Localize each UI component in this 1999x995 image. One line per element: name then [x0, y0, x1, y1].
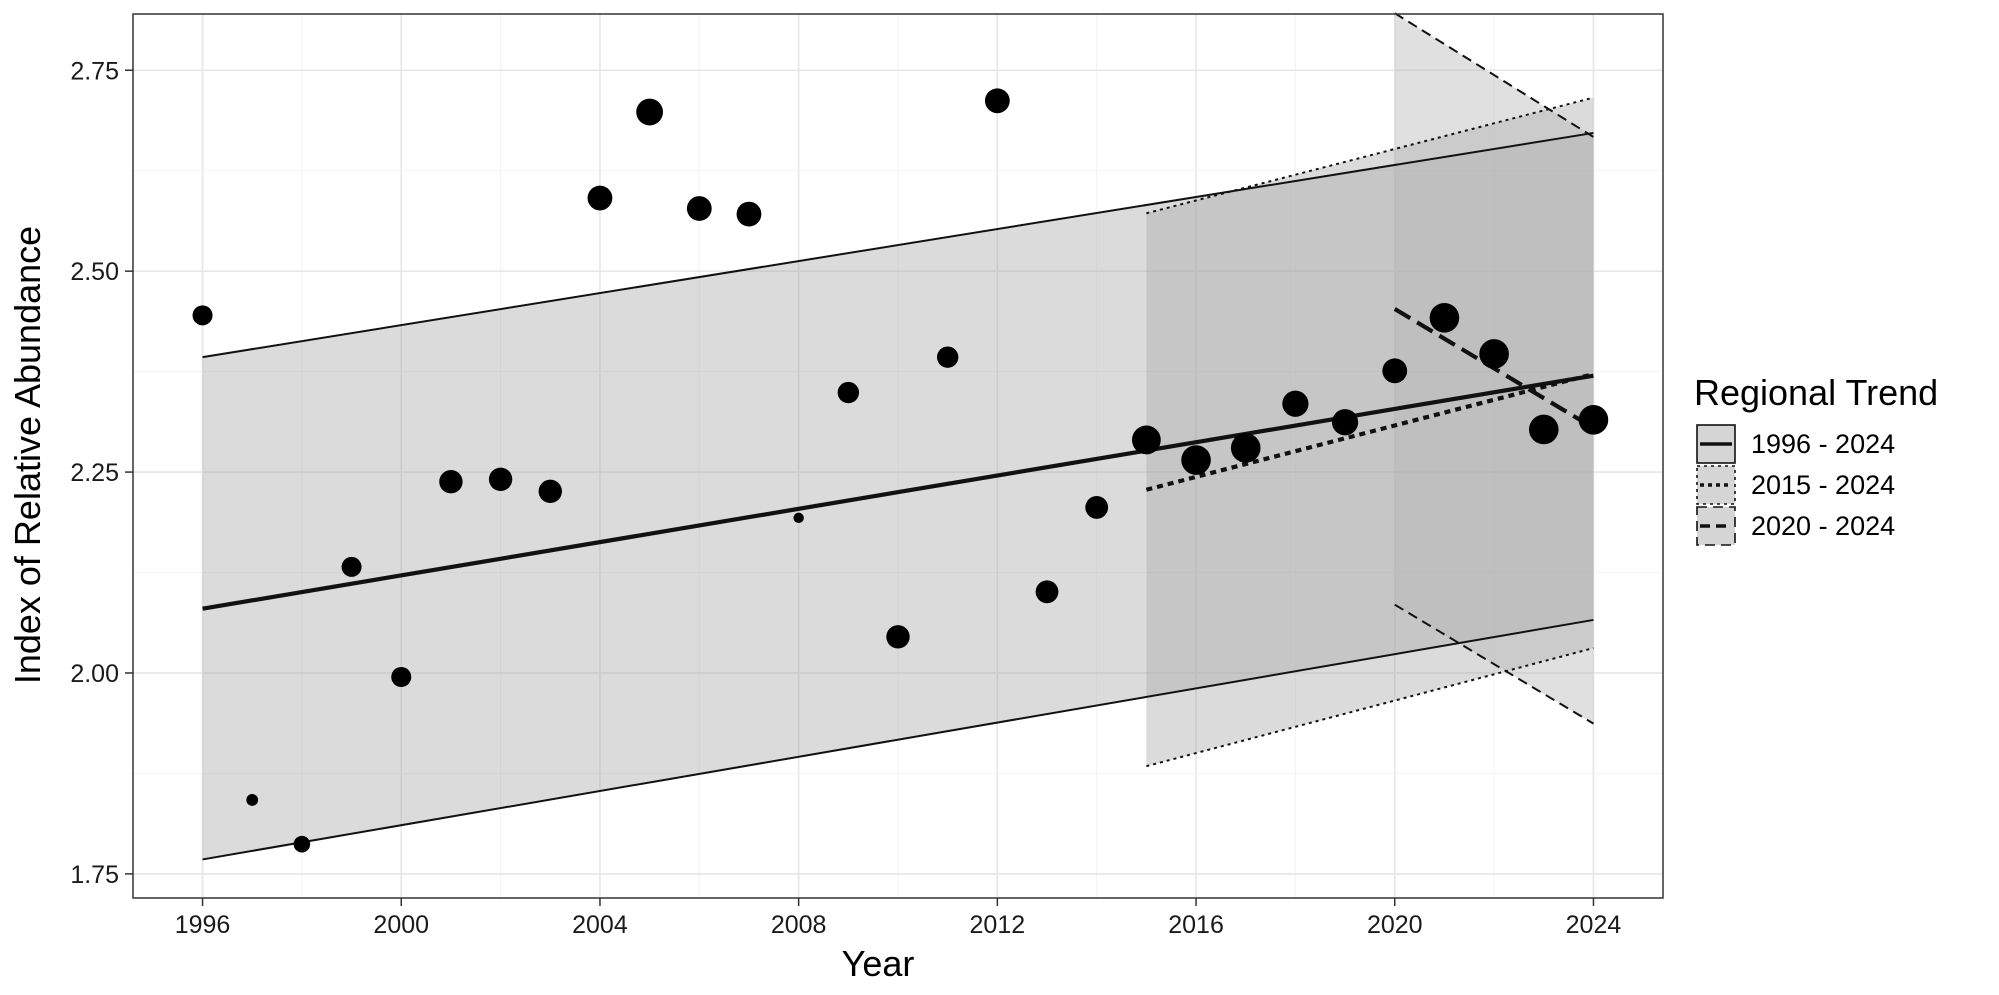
data-point-2015	[1131, 425, 1161, 455]
data-point-2007	[736, 201, 762, 227]
band-lower-dashed	[1394, 603, 1594, 725]
data-point-2002	[488, 467, 513, 492]
y-tick-label: 2.75	[70, 57, 119, 85]
data-point-2019	[1331, 409, 1359, 436]
data-point-2017	[1230, 433, 1261, 463]
band-upper-solid	[202, 131, 1594, 359]
band-lower-solid	[202, 618, 1594, 861]
data-point-2010	[886, 625, 910, 649]
data-point-2006	[686, 196, 712, 221]
data-point-2003	[538, 479, 562, 504]
trend-line-solid	[202, 373, 1594, 611]
data-point-2013	[1035, 580, 1059, 604]
data-point-2000	[391, 667, 412, 687]
legend-label: 1996 - 2024	[1751, 429, 1895, 459]
legend-label: 2020 - 2024	[1751, 511, 1895, 541]
data-point-1997	[246, 794, 259, 806]
y-tick-label: 2.00	[70, 660, 119, 688]
data-point-2011	[936, 346, 959, 368]
data-point-2004	[587, 185, 613, 211]
data-point-1996	[192, 305, 213, 326]
data-point-1998	[293, 835, 311, 853]
data-point-2009	[837, 381, 860, 404]
data-point-2001	[439, 470, 463, 494]
y-axis: 1.75 2.00 2.25 2.50 2.75	[70, 57, 133, 889]
legend: Regional Trend 1996 - 2024 2015 - 2024 202…	[1694, 372, 1938, 546]
y-tick-label: 2.50	[70, 258, 119, 286]
x-axis-title: Year	[842, 943, 915, 984]
data-points	[192, 88, 1609, 853]
y-axis-title: Index of Relative Abundance	[7, 226, 48, 684]
x-axis: 1996 2000 2004 2008 2012 2016 2020 2024	[175, 898, 1622, 939]
data-point-2008	[793, 512, 804, 524]
y-tick-label: 1.75	[70, 861, 119, 889]
data-point-2016	[1181, 445, 1211, 475]
x-tick-label: 1996	[175, 911, 231, 939]
data-point-2018	[1282, 390, 1309, 417]
data-point-2012	[984, 88, 1010, 114]
x-tick-label: 2012	[970, 911, 1026, 939]
data-point-2024	[1578, 405, 1609, 435]
data-point-2022	[1479, 339, 1509, 369]
x-tick-label: 2004	[572, 911, 628, 939]
panel-border	[132, 13, 1664, 899]
x-tick-label: 2020	[1367, 911, 1423, 939]
confidence-band-dotted	[1146, 97, 1594, 767]
x-tick-label: 2016	[1168, 911, 1224, 939]
data-point-2021	[1429, 302, 1460, 333]
data-point-2020	[1382, 358, 1408, 384]
legend-label: 2015 - 2024	[1751, 470, 1895, 500]
band-lower-dotted	[1146, 647, 1594, 768]
legend-title: Regional Trend	[1694, 372, 1938, 413]
x-tick-label: 2024	[1566, 911, 1622, 939]
data-point-2023	[1528, 414, 1559, 445]
data-point-2005	[636, 98, 664, 126]
data-point-1999	[341, 556, 362, 577]
x-tick-label: 2000	[373, 911, 429, 939]
trend-lines	[202, 12, 1595, 861]
confidence-band-solid	[202, 132, 1594, 860]
x-tick-label: 2008	[771, 911, 827, 939]
legend-keys: 1996 - 2024 2015 - 2024 2020 - 2024	[1696, 424, 1895, 546]
band-upper-dashed	[1394, 12, 1594, 138]
y-tick-label: 2.25	[70, 459, 119, 487]
data-point-2014	[1085, 496, 1109, 519]
